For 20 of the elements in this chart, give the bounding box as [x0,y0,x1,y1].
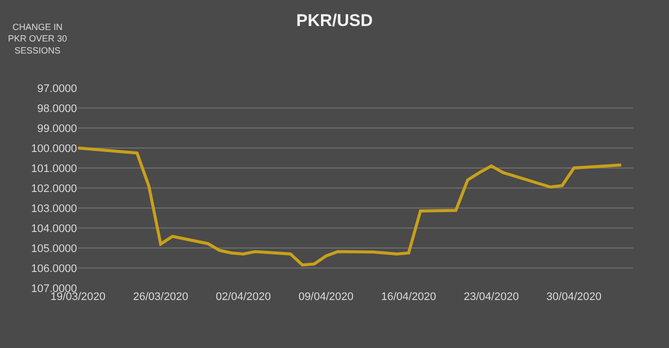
y-tick-label: 104.0000 [31,222,77,235]
x-tick-label: 30/04/2020 [546,291,602,303]
x-tick-label: 23/04/2020 [464,291,519,303]
x-tick-label: 02/04/2020 [216,291,271,303]
y-tick-label: 99.0000 [37,122,77,135]
y-tick-label: 102.0000 [31,182,77,195]
x-tick-label: 16/04/2020 [381,291,436,303]
y-tick-label: 97.0000 [37,82,77,95]
y-tick-label: 98.0000 [37,102,77,115]
x-tick-label: 26/03/2020 [133,291,188,303]
y-tick-label: 101.0000 [31,162,77,175]
y-tick-label: 100.0000 [31,142,77,155]
y-tick-label: 106.0000 [31,262,77,275]
y-tick-label: 105.0000 [31,242,77,255]
chart-title: PKR/USD [296,10,373,30]
y-tick-label: 103.0000 [31,202,77,215]
line-series [78,146,623,266]
x-tick-label: 09/04/2020 [298,291,354,303]
y-axis-title: CHANGE IN PKR OVER 30 SESSIONS [8,22,68,56]
x-tick-label: 19/03/2020 [50,291,106,303]
